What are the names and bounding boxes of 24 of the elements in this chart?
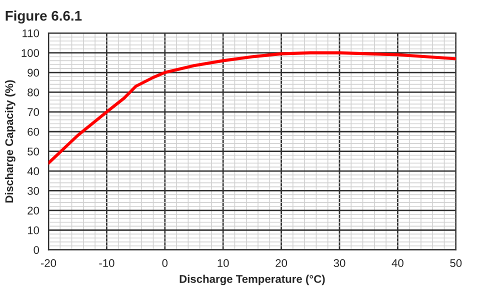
x-tick-label: -20 [40,259,56,268]
y-tick-label: 110 [22,29,40,38]
y-tick-label: 0 [34,246,40,254]
y-tick-label: 80 [28,88,40,96]
x-tick-label: 20 [276,259,288,268]
y-axis-title: Discharge Capacity (%) [4,80,16,202]
chart-title: Figure 6.6.1 [6,10,82,24]
x-tick-label: -10 [99,259,114,268]
x-tick-label: 40 [392,259,404,268]
y-tick-label: 70 [28,108,40,116]
y-tick-label: 60 [28,128,40,136]
y-tick-label: 100 [22,49,40,57]
y-tick-label: 30 [28,186,40,195]
y-tick-label: 90 [28,68,40,77]
x-tick-label: 50 [450,259,462,268]
line-series [48,51,456,165]
x-tick-label: 30 [334,259,346,268]
x-tick-label: 10 [218,259,229,268]
y-tick-label: 20 [28,206,40,215]
x-tick-label: 0 [162,259,168,268]
y-tick-label: 50 [28,148,40,156]
y-tick-label: 10 [28,226,40,234]
y-tick-label: 40 [27,167,40,176]
x-axis-title: Discharge Temperature (°C) [180,274,325,286]
